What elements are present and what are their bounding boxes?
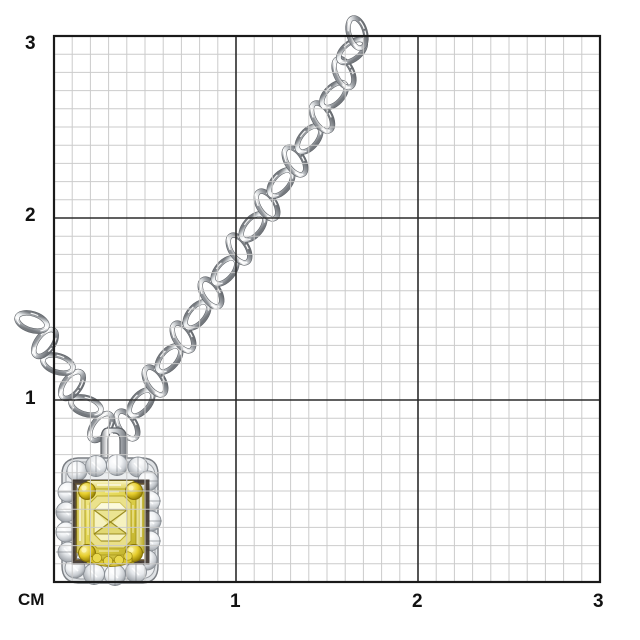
grid-border [52,34,602,584]
grid-minor-lines [54,36,600,582]
y-axis-tick-1: 1 [25,388,36,409]
x-axis-tick-3: 3 [593,591,604,612]
unit-label-cm: CM [18,590,45,609]
y-axis-tick-2: 2 [25,205,36,226]
x-axis-tick-2: 2 [412,591,423,612]
x-axis-tick-1: 1 [230,591,241,612]
y-axis-tick-3: 3 [25,33,36,54]
